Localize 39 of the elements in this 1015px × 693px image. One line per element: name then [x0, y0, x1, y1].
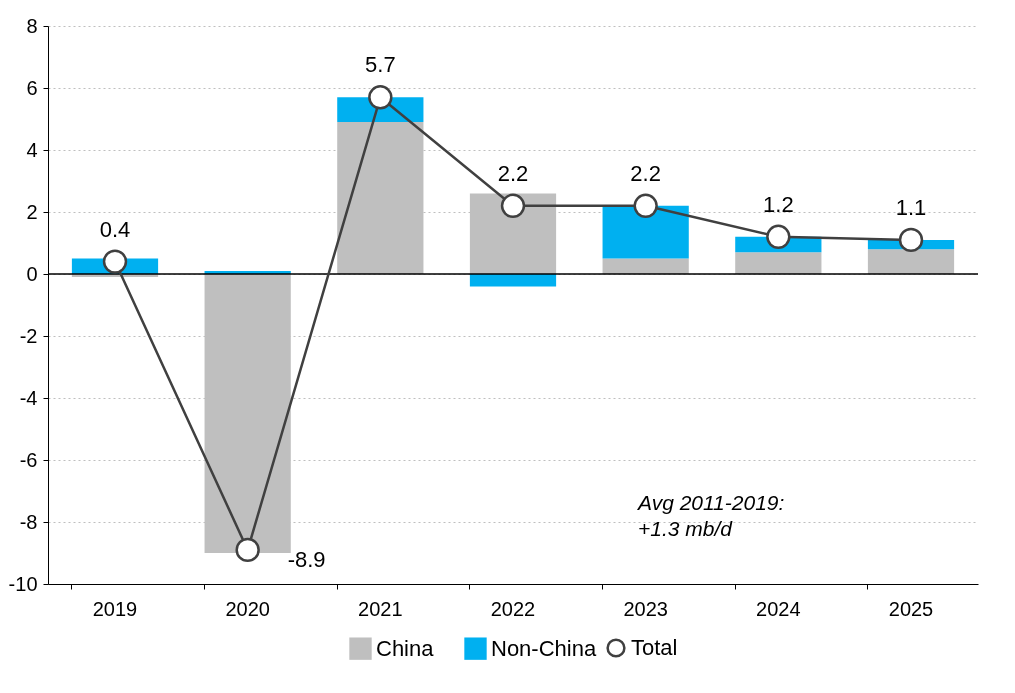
- point: [898, 227, 924, 253]
- data-label: 0.4: [99, 216, 131, 242]
- x-tick-label: 2022: [490, 597, 536, 620]
- bar: [867, 249, 955, 274]
- point: [500, 193, 526, 218]
- x-tick-label: 2019: [92, 597, 138, 620]
- data-label: 1.1: [895, 194, 927, 220]
- y-tick-label: 2: [26, 200, 38, 223]
- point: [766, 224, 791, 249]
- data-label: -8.9: [287, 546, 326, 572]
- y-tick-label: -4: [19, 386, 38, 409]
- legend-label: China: [376, 635, 435, 661]
- annotation: Avg 2011-2019: +1.3 mb/d: [636, 491, 785, 540]
- data-label: 5.7: [365, 52, 396, 78]
- bar: [602, 258, 689, 274]
- y-tick-label: 4: [26, 138, 38, 161]
- y-tick-label: -6: [19, 448, 38, 471]
- point: [633, 193, 658, 218]
- data-label: 1.2: [763, 191, 794, 217]
- y-tick-label: -2: [19, 324, 38, 347]
- legend-label: Non-China: [491, 635, 597, 661]
- y-tick-label: -10: [8, 572, 38, 595]
- point: [102, 249, 128, 274]
- y-tick-label: 8: [26, 14, 38, 37]
- data-label: 2.2: [630, 160, 661, 186]
- x-tick-label: 2021: [358, 597, 403, 620]
- bar: [735, 252, 822, 274]
- bar: [602, 205, 689, 259]
- point: [235, 537, 260, 563]
- y-tick-label: -8: [19, 510, 38, 533]
- legend-label: Total: [631, 635, 678, 660]
- y-tick-label: 0: [26, 262, 38, 285]
- x-tick-label: 2025: [888, 597, 934, 620]
- x-tick-label: 2024: [756, 597, 801, 620]
- x-tick-label: 2020: [225, 597, 270, 620]
- x-tick-label: 2023: [623, 597, 668, 620]
- y-tick-label: 6: [26, 76, 38, 99]
- point: [368, 85, 393, 110]
- data-label: 2.2: [497, 160, 529, 186]
